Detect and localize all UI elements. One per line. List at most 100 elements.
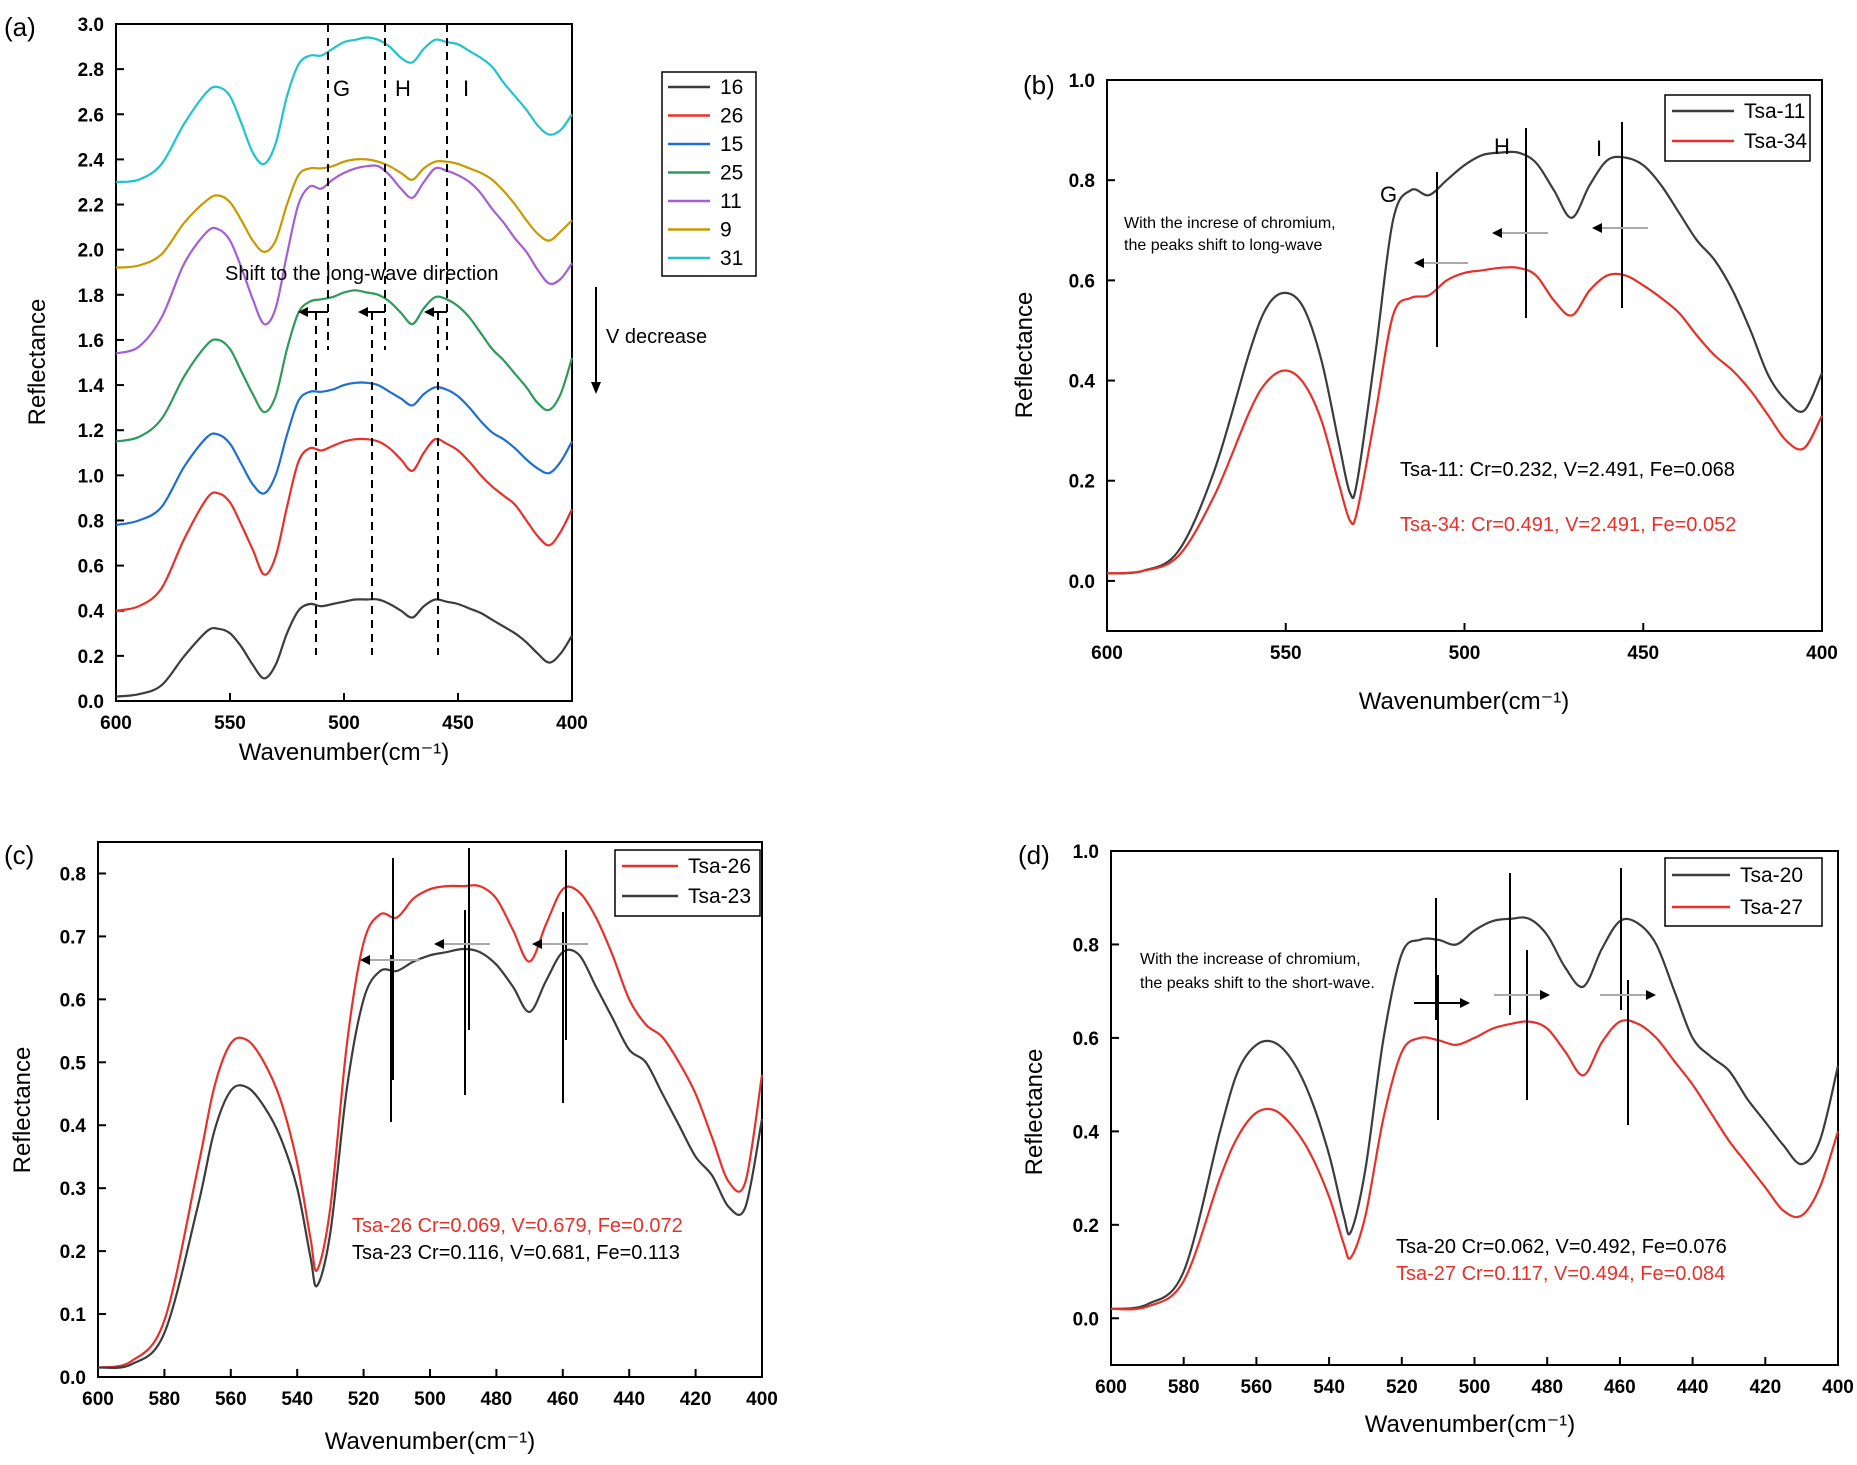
series-line-31 (115, 36, 573, 184)
panel-a-peak-guides (298, 24, 448, 655)
y-tick-label: 0.6 (78, 557, 104, 578)
x-tick-label: 460 (547, 1389, 579, 1410)
x-tick-label: 400 (556, 713, 588, 734)
series-line-11 (115, 164, 573, 355)
d-arrow-g-head (1460, 998, 1470, 1008)
x-tick-label: 560 (1241, 1377, 1273, 1398)
d-arrow-i-head (1646, 990, 1656, 1000)
v-decrease-arrow-head (591, 382, 601, 394)
y-tick-label: 0.0 (1069, 572, 1095, 593)
series-line-tsa-11 (1106, 150, 1824, 575)
y-tick-label: 2.6 (78, 105, 104, 126)
y-tick-label: 0.2 (1069, 472, 1095, 493)
panel-b-ticks: 600 550 500 450 400 0.0 0.2 0.4 0.6 0.8 1.0 (1069, 71, 1838, 664)
x-tick-label: 500 (414, 1389, 446, 1410)
d-arrow-h-head (1540, 990, 1550, 1000)
panel-d-letter: (d) (1018, 840, 1050, 870)
d-composition-2: Tsa-27 Cr=0.117, V=0.494, Fe=0.084 (1396, 1263, 1725, 1285)
x-tick-label: 560 (215, 1389, 247, 1410)
b-arrow-i-head (1592, 223, 1602, 233)
y-tick-label: 1.2 (78, 421, 104, 442)
d-note-line-2: the peaks shift to the short-wave. (1140, 975, 1375, 992)
peak-label-i: I (463, 76, 469, 101)
x-tick-label: 400 (1822, 1377, 1854, 1398)
b-arrow-h-head (1492, 228, 1502, 238)
panel-b-legend-entries: Tsa-11 Tsa-34 (1672, 100, 1807, 153)
x-tick-label: 540 (1313, 1377, 1345, 1398)
series-line-tsa-27 (1110, 1019, 1840, 1311)
panel-a-ylabel: Reflectance (24, 299, 51, 426)
y-tick-label: 3.0 (78, 15, 104, 36)
y-tick-label: 0.7 (60, 927, 86, 948)
x-tick-label: 520 (348, 1389, 380, 1410)
x-tick-label: 520 (1386, 1377, 1418, 1398)
x-tick-label: 500 (328, 713, 360, 734)
panel-a-ticks: 600 550 500 450 400 0.0 0.2 0.4 0.6 0.8 1.0 1.2 1.4 1… (78, 15, 588, 734)
y-tick-label: 0.4 (1073, 1122, 1100, 1143)
x-tick-label: 600 (1091, 643, 1123, 664)
y-tick-label: 0.6 (60, 990, 86, 1011)
y-tick-label: 1.8 (78, 286, 104, 307)
y-tick-label: 0.0 (60, 1368, 86, 1389)
x-tick-label: 420 (680, 1389, 712, 1410)
panel-a: (a) 600 550 500 450 400 0.0 0.2 0.4 0.6 0.8 1.0 1.2… (4, 12, 757, 766)
b-peak-label-g: G (1380, 182, 1397, 207)
legend-label: Tsa-23 (688, 885, 751, 908)
c-composition-2: Tsa-23 Cr=0.116, V=0.681, Fe=0.113 (352, 1242, 680, 1264)
y-tick-label: 1.6 (78, 331, 104, 352)
y-tick-label: 2.0 (78, 241, 104, 262)
panel-d-legend (1664, 857, 1823, 927)
x-tick-label: 420 (1749, 1377, 1781, 1398)
y-tick-label: 0.8 (1073, 935, 1099, 956)
c-arrow-i-head (532, 939, 542, 949)
legend-label: 31 (720, 247, 743, 270)
x-tick-label: 440 (613, 1389, 645, 1410)
legend-label: Tsa-11 (1744, 100, 1805, 123)
series-line-tsa-34 (1106, 266, 1823, 575)
y-tick-label: 0.8 (78, 511, 104, 532)
y-tick-label: 0.2 (60, 1242, 86, 1263)
y-tick-label: 0.1 (60, 1305, 87, 1326)
panel-a-legend (661, 71, 757, 277)
panel-a-letter: (a) (4, 12, 36, 42)
legend-label: Tsa-26 (688, 855, 751, 878)
legend-label: Tsa-20 (1740, 864, 1803, 887)
panel-b-lines (1106, 150, 1824, 575)
panel-c-frame (97, 841, 763, 1378)
legend-label: 9 (720, 219, 732, 242)
panel-d-frame (1110, 850, 1839, 1366)
y-tick-label: 0.4 (1069, 372, 1096, 393)
c-arrow-g-head (360, 955, 370, 965)
y-tick-label: 0.0 (1073, 1309, 1099, 1330)
panel-b-peak-guides (1414, 122, 1648, 347)
panel-c-lines (97, 884, 764, 1370)
b-note-line-2: the peaks shift to long-wave (1124, 237, 1322, 254)
panel-c-ticks: 600 580 560 540 520 500 480 460 440 420 400 0.0 0.1 0… (60, 864, 778, 1410)
panel-c-xlabel: Wavenumber(cm⁻¹) (325, 1428, 535, 1455)
panel-b-legend (1664, 94, 1811, 162)
y-tick-label: 0.8 (60, 864, 86, 885)
panel-d-legend-entries: Tsa-20 Tsa-27 (1672, 864, 1803, 919)
panel-c-letter: (c) (4, 840, 34, 870)
x-tick-label: 450 (1627, 643, 1659, 664)
series-line-9 (115, 158, 573, 269)
shift-arrow-g-head (298, 307, 308, 317)
y-tick-label: 2.2 (78, 196, 104, 217)
series-line-tsa-26 (97, 884, 764, 1369)
shift-direction-label: Shift to the long-wave direction (225, 263, 499, 285)
b-composition-1: Tsa-11: Cr=0.232, V=2.491, Fe=0.068 (1400, 459, 1735, 481)
d-composition-1: Tsa-20 Cr=0.062, V=0.492, Fe=0.076 (1396, 1236, 1727, 1258)
y-tick-label: 0.2 (1073, 1216, 1099, 1237)
x-tick-label: 600 (1095, 1377, 1127, 1398)
y-tick-label: 0.4 (78, 602, 105, 623)
series-line-26 (115, 437, 573, 612)
x-tick-label: 440 (1677, 1377, 1709, 1398)
y-tick-label: 0.5 (60, 1053, 87, 1074)
x-tick-label: 400 (746, 1389, 778, 1410)
b-composition-2: Tsa-34: Cr=0.491, V=2.491, Fe=0.052 (1400, 514, 1736, 536)
y-tick-label: 1.0 (78, 466, 104, 487)
y-tick-label: 0.4 (60, 1116, 87, 1137)
series-line-16 (115, 598, 573, 698)
